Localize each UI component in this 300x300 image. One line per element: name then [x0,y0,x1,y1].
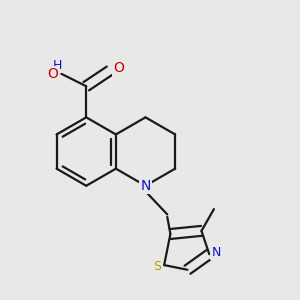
Text: S: S [153,260,161,273]
Text: O: O [113,61,124,75]
Text: N: N [212,246,221,259]
Text: N: N [140,179,151,193]
Text: O: O [47,68,58,81]
Text: H: H [52,58,62,72]
